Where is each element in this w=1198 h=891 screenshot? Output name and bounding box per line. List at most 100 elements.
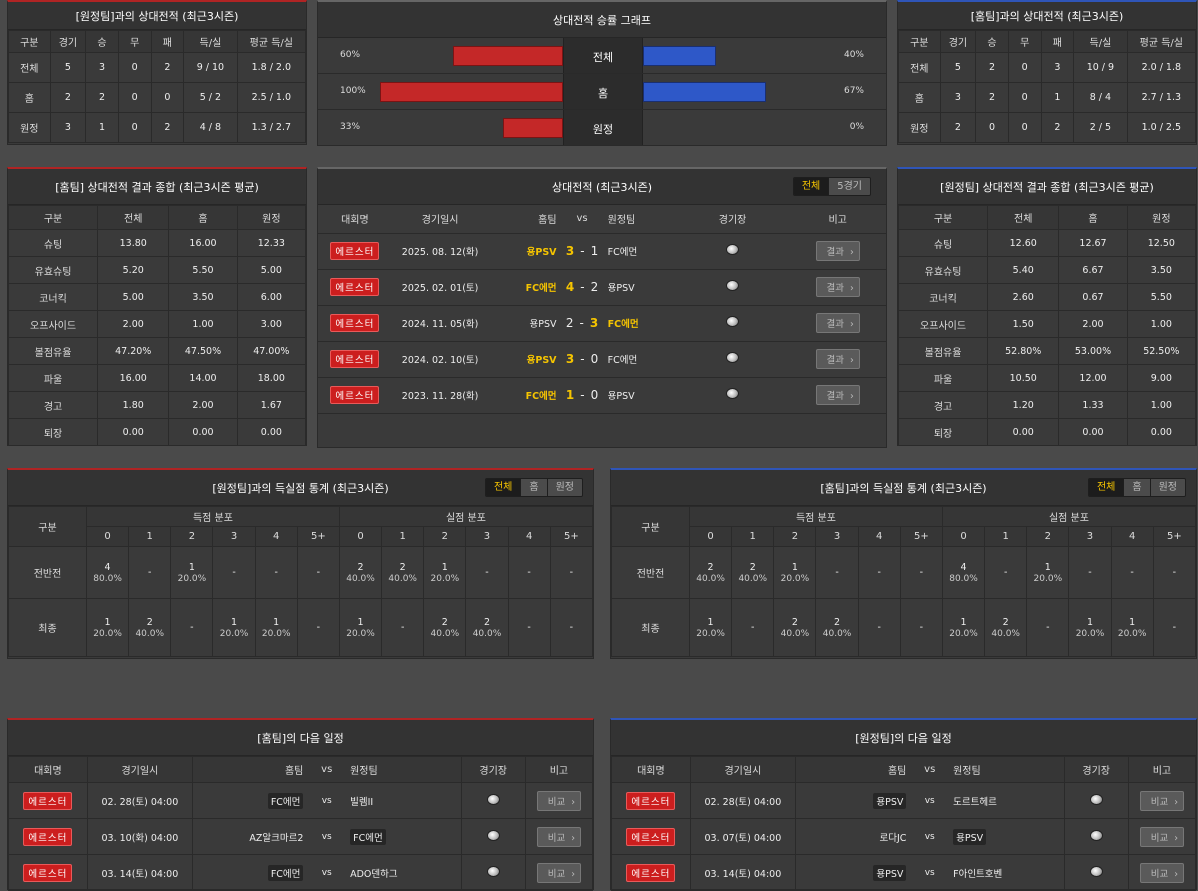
result-button[interactable]: 결과 ›	[815, 313, 860, 333]
league-badge[interactable]: 에르스터	[23, 791, 73, 810]
right-rate-label: 0%	[849, 122, 864, 132]
table-cell: 13.80	[97, 229, 170, 257]
result-button[interactable]: 결과 ›	[815, 349, 860, 369]
column-header: 경기일시	[689, 756, 796, 783]
vs-label: vs	[906, 854, 954, 891]
soccer-ball-icon[interactable]	[1089, 793, 1103, 805]
toggle-option[interactable]: 전체	[485, 479, 521, 496]
chevron-right-icon: ›	[847, 247, 854, 258]
column-header: 비고	[524, 756, 594, 783]
soccer-ball-icon[interactable]	[1089, 829, 1103, 841]
goal-dist-away-panel: [원정팀]과의 득실점 통계 (최근3시즌) 전체 홈 원정 구분 득점 분포 실점 분…	[7, 468, 594, 659]
compare-button[interactable]: 비교 ›	[536, 790, 582, 811]
league-badge[interactable]: 에르스터	[626, 791, 676, 810]
league-badge[interactable]: 에르스터	[330, 242, 380, 260]
result-button[interactable]: 결과 ›	[815, 385, 860, 405]
soccer-ball-icon[interactable]	[486, 865, 500, 877]
goal-count-header: 0	[85, 526, 130, 547]
result-button[interactable]: 결과 ›	[815, 241, 860, 261]
soccer-ball-icon[interactable]	[486, 829, 500, 841]
soccer-ball-icon[interactable]	[726, 316, 740, 327]
away-score: 0	[590, 388, 599, 402]
soccer-ball-icon[interactable]	[1089, 865, 1103, 877]
toggle-option[interactable]: 원정	[1149, 479, 1185, 496]
league-badge[interactable]: 에르스터	[330, 314, 380, 332]
home-team-cell: FC에먼	[191, 782, 304, 819]
soccer-ball-icon[interactable]	[726, 280, 740, 291]
soccer-ball-icon[interactable]	[726, 352, 740, 363]
home-h2h-panel: [홈팀]과의 상대전적 (최근3시즌) 구분 경기 승 무 패 득/실 평균 득/실 전체 5 2…	[897, 0, 1197, 145]
compare-button[interactable]: 비교 ›	[1139, 790, 1185, 811]
row-label: 퇴장	[897, 418, 989, 446]
goal-count-header: 0	[941, 526, 986, 547]
goal-count: -	[1130, 566, 1134, 578]
table-cell: 53.00%	[1058, 337, 1128, 365]
goal-cell: -	[984, 546, 1028, 599]
league-badge[interactable]: 에르스터	[626, 863, 676, 882]
table-cell: 5.40	[987, 256, 1060, 284]
away-team: FC에먼	[607, 305, 676, 342]
stadium-cell	[1063, 854, 1129, 891]
table-cell: 18.00	[236, 364, 307, 392]
home-team-cell: AZ알크마르2	[191, 818, 304, 855]
chevron-right-icon: ›	[568, 796, 576, 808]
table-cell: 0	[1007, 52, 1042, 83]
goal-dist-table: 구분 득점 분포 실점 분포 0 1 2 3 4 5+ 0 1 2 3 4 5+ 전반전 2 40.0% 2 40.0…	[611, 506, 1197, 657]
note-cell: 결과 ›	[789, 269, 886, 306]
league-badge[interactable]: 에르스터	[330, 278, 380, 296]
table-cell: 12.00	[1058, 364, 1128, 392]
group-header: 득점 분포	[86, 506, 340, 527]
goal-pct: 40.0%	[430, 628, 460, 639]
compare-button[interactable]: 비교 ›	[1139, 862, 1185, 883]
match-date: 2023. 11. 28(화)	[391, 377, 489, 414]
table-cell: 0.67	[1058, 283, 1128, 311]
results-toggle[interactable]: 전체 5경기	[792, 177, 871, 196]
league-badge[interactable]: 에르스터	[330, 386, 380, 404]
away-team: 도르트헤르	[953, 796, 997, 808]
goal-count: 2	[834, 616, 841, 628]
goal-pct: 80.0%	[93, 573, 122, 584]
goal-cell: -	[731, 598, 775, 657]
soccer-ball-icon[interactable]	[486, 793, 500, 805]
toggle-option[interactable]: 원정	[546, 479, 582, 496]
column-header: 원정팀	[350, 756, 462, 783]
compare-button[interactable]: 비교 ›	[536, 826, 582, 847]
toggle-option[interactable]: 전체	[1088, 479, 1124, 496]
league-badge[interactable]: 에르스터	[23, 827, 73, 846]
toggle-option[interactable]: 홈	[1123, 479, 1150, 496]
result-button[interactable]: 결과 ›	[815, 277, 860, 297]
toggle-option[interactable]: 전체	[793, 178, 829, 195]
column-header: 홈팀	[488, 205, 557, 234]
league-badge[interactable]: 에르스터	[23, 863, 73, 882]
home-team: 용PSV	[488, 341, 557, 378]
table-row: 원정 2 0 0 2 2 / 5 1.0 / 2.5	[898, 112, 1197, 143]
table-cell: 2	[150, 52, 185, 83]
column-header: 패	[1040, 30, 1075, 53]
league-cell: 에르스터	[8, 854, 88, 891]
league-badge[interactable]: 에르스터	[626, 827, 676, 846]
table-row: 전체 5 2 0 3 10 / 9 2.0 / 1.8	[898, 52, 1197, 83]
column-header: 대회명	[8, 756, 88, 783]
compare-button[interactable]: 비교 ›	[536, 862, 582, 883]
goal-toggle[interactable]: 전체 홈 원정	[484, 478, 583, 497]
soccer-ball-icon[interactable]	[726, 244, 740, 255]
toggle-option[interactable]: 홈	[520, 479, 547, 496]
away-team-cell: 빌렘II	[350, 782, 462, 819]
compare-button[interactable]: 비교 ›	[1139, 826, 1185, 847]
left-rate-label: 33%	[340, 122, 361, 132]
table-cell: 1.80	[97, 391, 170, 419]
toggle-option[interactable]: 5경기	[828, 178, 870, 195]
goal-toggle[interactable]: 전체 홈 원정	[1087, 478, 1186, 497]
soccer-ball-icon[interactable]	[726, 388, 740, 399]
match-date: 2024. 02. 10(토)	[391, 341, 489, 378]
goal-count: 4	[960, 561, 967, 573]
panel-title: 상대전적 (최근3시즌)	[551, 180, 653, 194]
compare-button-label: 비교	[547, 868, 566, 880]
league-badge[interactable]: 에르스터	[330, 350, 380, 368]
goal-cell: -	[815, 546, 859, 599]
goal-count: -	[1172, 621, 1177, 633]
table-row: 오프사이드 2.00 1.00 3.00	[7, 310, 307, 338]
goal-dist-table: 구분 득점 분포 실점 분포 0 1 2 3 4 5+ 0 1 2 3 4 5+ 전반전 4 80.0% -1 20.…	[8, 506, 594, 657]
column-header: 승	[975, 30, 1009, 53]
column-header: 경기	[49, 30, 87, 53]
